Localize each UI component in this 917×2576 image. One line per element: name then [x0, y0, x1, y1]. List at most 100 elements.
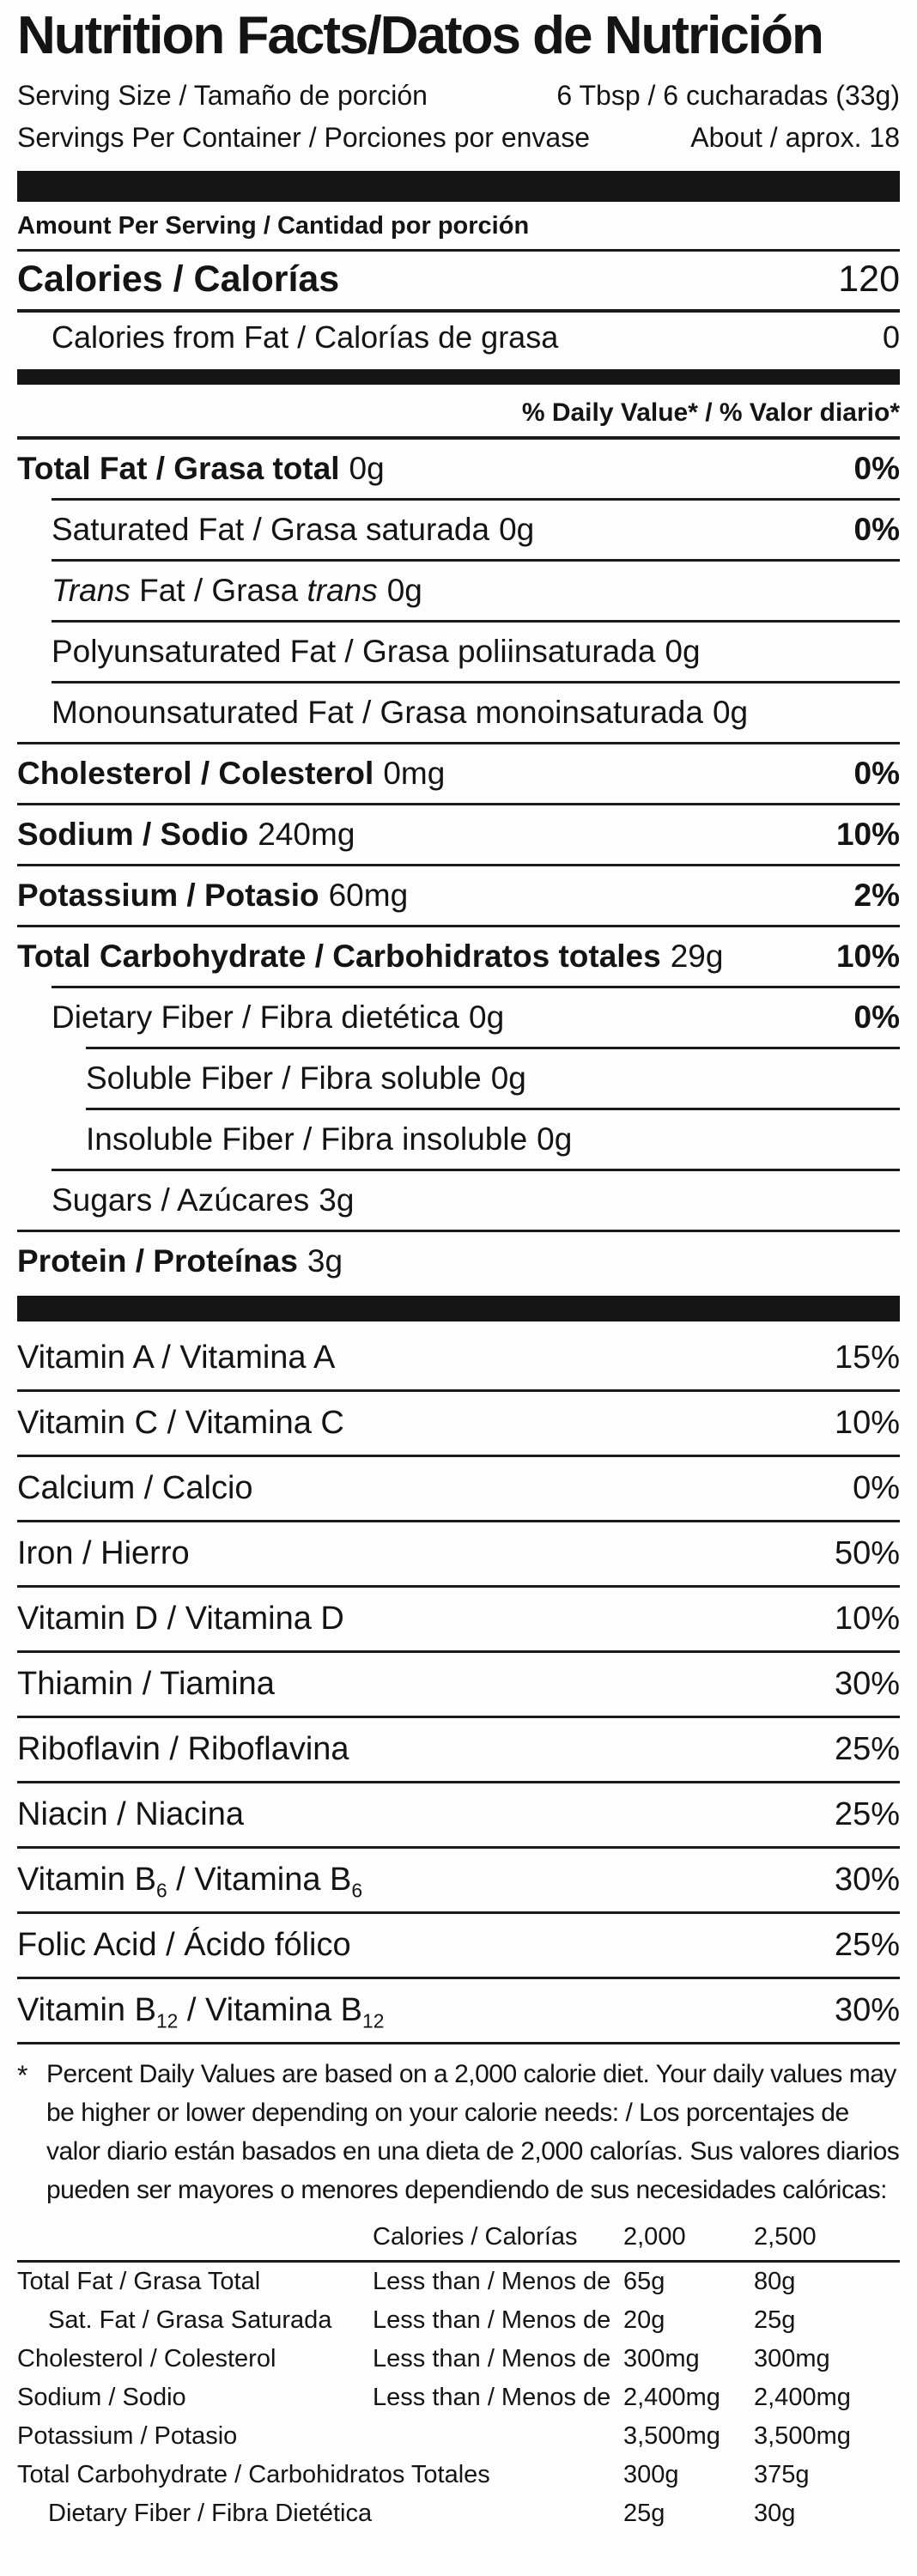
divider [52, 559, 900, 562]
vitamin-dv: 0% [853, 1470, 900, 1507]
reference-label: Potassium / Potasio [17, 2422, 238, 2451]
nutrient-dv: 0% [853, 512, 900, 548]
nutrient-name: Potassium / Potasio [17, 878, 319, 914]
vitamin-subscript: 12 [362, 2009, 385, 2032]
nutrient-name: Total Carbohydrate / Carbohidratos total… [17, 939, 661, 975]
divider [86, 1108, 900, 1111]
calories-from-fat-label: Calories from Fat / Calorías de grasa [52, 319, 559, 355]
nutrient-amount: 29g [670, 939, 724, 975]
divider [52, 620, 900, 623]
reference-label: Cholesterol / Colesterol [17, 2345, 276, 2373]
nutrient-dv: 0% [853, 451, 900, 487]
reference-label: Dietary Fiber / Fibra Dietética [48, 2500, 373, 2528]
reference-value-2500: 300mg [754, 2345, 830, 2373]
vitamin-row-riboflavin: Riboflavin / Riboflavina 25% [17, 1716, 900, 1781]
nutrient-amount: 0g [349, 451, 385, 487]
nutrient-name: Sodium / Sodio [17, 817, 249, 853]
reference-row-potassium: Potassium / Potasio 3,500mg 3,500mg [17, 2417, 900, 2456]
reference-value-2500: 2,400mg [754, 2384, 851, 2412]
vitamin-name: Vitamin C / Vitamina C [17, 1405, 344, 1442]
reference-value-2000: 300mg [623, 2345, 700, 2373]
vitamin-subscript: 12 [155, 2009, 179, 2032]
nutrient-amount: 3g [307, 1243, 343, 1279]
reference-row-sodium: Sodium / Sodio Less than / Menos de 2,40… [17, 2379, 900, 2417]
divider [17, 249, 900, 252]
footnote-asterisk: * [17, 2060, 28, 2092]
vitamin-name: Iron / Hierro [17, 1535, 190, 1572]
nutrient-amount: 0mg [383, 756, 446, 792]
reference-row-total-fat: Total Fat / Grasa Total Less than / Meno… [17, 2263, 900, 2301]
nutrient-dv: 0% [853, 756, 900, 792]
reference-row-sat-fat: Sat. Fat / Grasa Saturada Less than / Me… [17, 2301, 900, 2340]
nutrient-name: Monounsaturated Fat / Grasa monoinsatura… [52, 695, 703, 731]
section-divider-bar [17, 171, 900, 203]
reference-row-total-carbohydrate: Total Carbohydrate / Carbohidratos Total… [17, 2456, 900, 2494]
reference-label: Total Carbohydrate / Carbohidratos Total… [17, 2461, 490, 2489]
vitamin-dv: 25% [834, 1927, 900, 1964]
vitamin-dv: 15% [834, 1340, 900, 1376]
calories-label: Calories / Calorías [17, 258, 340, 301]
divider [17, 803, 900, 806]
nutrient-name: Cholesterol / Colesterol [17, 756, 374, 792]
nutrient-amount: 0g [490, 1060, 526, 1097]
nutrient-row-cholesterol: Cholesterol / Colesterol 0mg 0% [17, 744, 900, 803]
nutrient-dv: 10% [835, 817, 900, 853]
nutrient-name-italic: trans [307, 573, 378, 609]
vitamin-row-niacin: Niacin / Niacina 25% [17, 1781, 900, 1846]
reference-header-calories: Calories / Calorías [373, 2223, 578, 2251]
nutrient-row-total-carbohydrate: Total Carbohydrate / Carbohidratos total… [17, 927, 900, 986]
vitamin-name: Vitamin A / Vitamina A [17, 1340, 336, 1376]
divider [52, 681, 900, 684]
nutrient-name: Sugars / Azúcares [52, 1182, 310, 1218]
divider [17, 309, 900, 313]
nutrient-amount: 60mg [328, 878, 409, 914]
vitamin-row-vitamin-b6: Vitamin B6 / Vitamina B6 30% [17, 1846, 900, 1911]
reference-constraint: Less than / Menos de [373, 2345, 611, 2373]
vitamin-dv: 25% [834, 1796, 900, 1833]
vitamin-row-vitamin-d: Vitamin D / Vitamina D 10% [17, 1585, 900, 1650]
reference-table-header: Calories / Calorías 2,000 2,500 [17, 2216, 900, 2263]
nutrient-dv: 2% [853, 878, 900, 914]
vitamin-dv: 30% [834, 1666, 900, 1703]
nutrient-row-protein: Protein / Proteínas 3g [17, 1232, 900, 1291]
footnote: * Percent Daily Values are based on a 2,… [17, 2044, 900, 2216]
nutrient-name: Saturated Fat / Grasa saturada [52, 512, 490, 548]
vitamin-name: Vitamin B [17, 1862, 156, 1899]
nutrient-row-sugars: Sugars / Azúcares 3g [17, 1171, 900, 1230]
reference-row-cholesterol: Cholesterol / Colesterol Less than / Men… [17, 2340, 900, 2379]
nutrient-name: Fat / Grasa [130, 573, 307, 609]
nutrient-row-saturated-fat: Saturated Fat / Grasa saturada 0g 0% [17, 501, 900, 559]
nutrient-row-monounsaturated-fat: Monounsaturated Fat / Grasa monoinsatura… [17, 683, 900, 742]
vitamin-name: / Vitamina B [178, 1992, 363, 2029]
divider [17, 1230, 900, 1233]
servings-per-container-value: About / aprox. 18 [690, 122, 900, 154]
footnote-text: Percent Daily Values are based on a 2,00… [46, 2060, 900, 2205]
vitamin-row-folic-acid: Folic Acid / Ácido fólico 25% [17, 1911, 900, 1977]
reference-label: Sat. Fat / Grasa Saturada [48, 2306, 332, 2335]
reference-constraint: Less than / Menos de [373, 2384, 611, 2412]
vitamin-dv: 30% [834, 1862, 900, 1899]
reference-header-2000: 2,000 [623, 2223, 686, 2251]
serving-size-row: Serving Size / Tamaño de porción 6 Tbsp … [17, 75, 900, 117]
reference-constraint: Less than / Menos de [373, 2268, 611, 2296]
vitamin-row-vitamin-b12: Vitamin B12 / Vitamina B12 30% [17, 1977, 900, 2042]
divider [17, 742, 900, 745]
vitamin-dv: 50% [834, 1535, 900, 1572]
nutrient-name: Total Fat / Grasa total [17, 451, 340, 487]
serving-size-value: 6 Tbsp / 6 cucharadas (33g) [556, 80, 900, 112]
reference-label: Total Fat / Grasa Total [17, 2268, 261, 2296]
nutrient-amount: 0g [469, 999, 505, 1036]
reference-value-2000: 20g [623, 2306, 665, 2335]
vitamin-name: Thiamin / Tiamina [17, 1666, 275, 1703]
nutrient-name: Soluble Fiber / Fibra soluble [86, 1060, 482, 1097]
vitamin-row-iron: Iron / Hierro 50% [17, 1520, 900, 1585]
serving-size-label: Serving Size / Tamaño de porción [17, 80, 428, 112]
reference-value-2000: 65g [623, 2268, 665, 2296]
nutrient-name: Dietary Fiber / Fibra dietética [52, 999, 460, 1036]
nutrient-row-soluble-fiber: Soluble Fiber / Fibra soluble 0g [17, 1049, 900, 1108]
divider [52, 498, 900, 501]
reference-value-2500: 3,500mg [754, 2422, 851, 2451]
nutrient-amount: 240mg [258, 817, 355, 853]
vitamin-name: Folic Acid / Ácido fólico [17, 1927, 351, 1964]
vitamin-name: Calcium / Calcio [17, 1470, 253, 1507]
